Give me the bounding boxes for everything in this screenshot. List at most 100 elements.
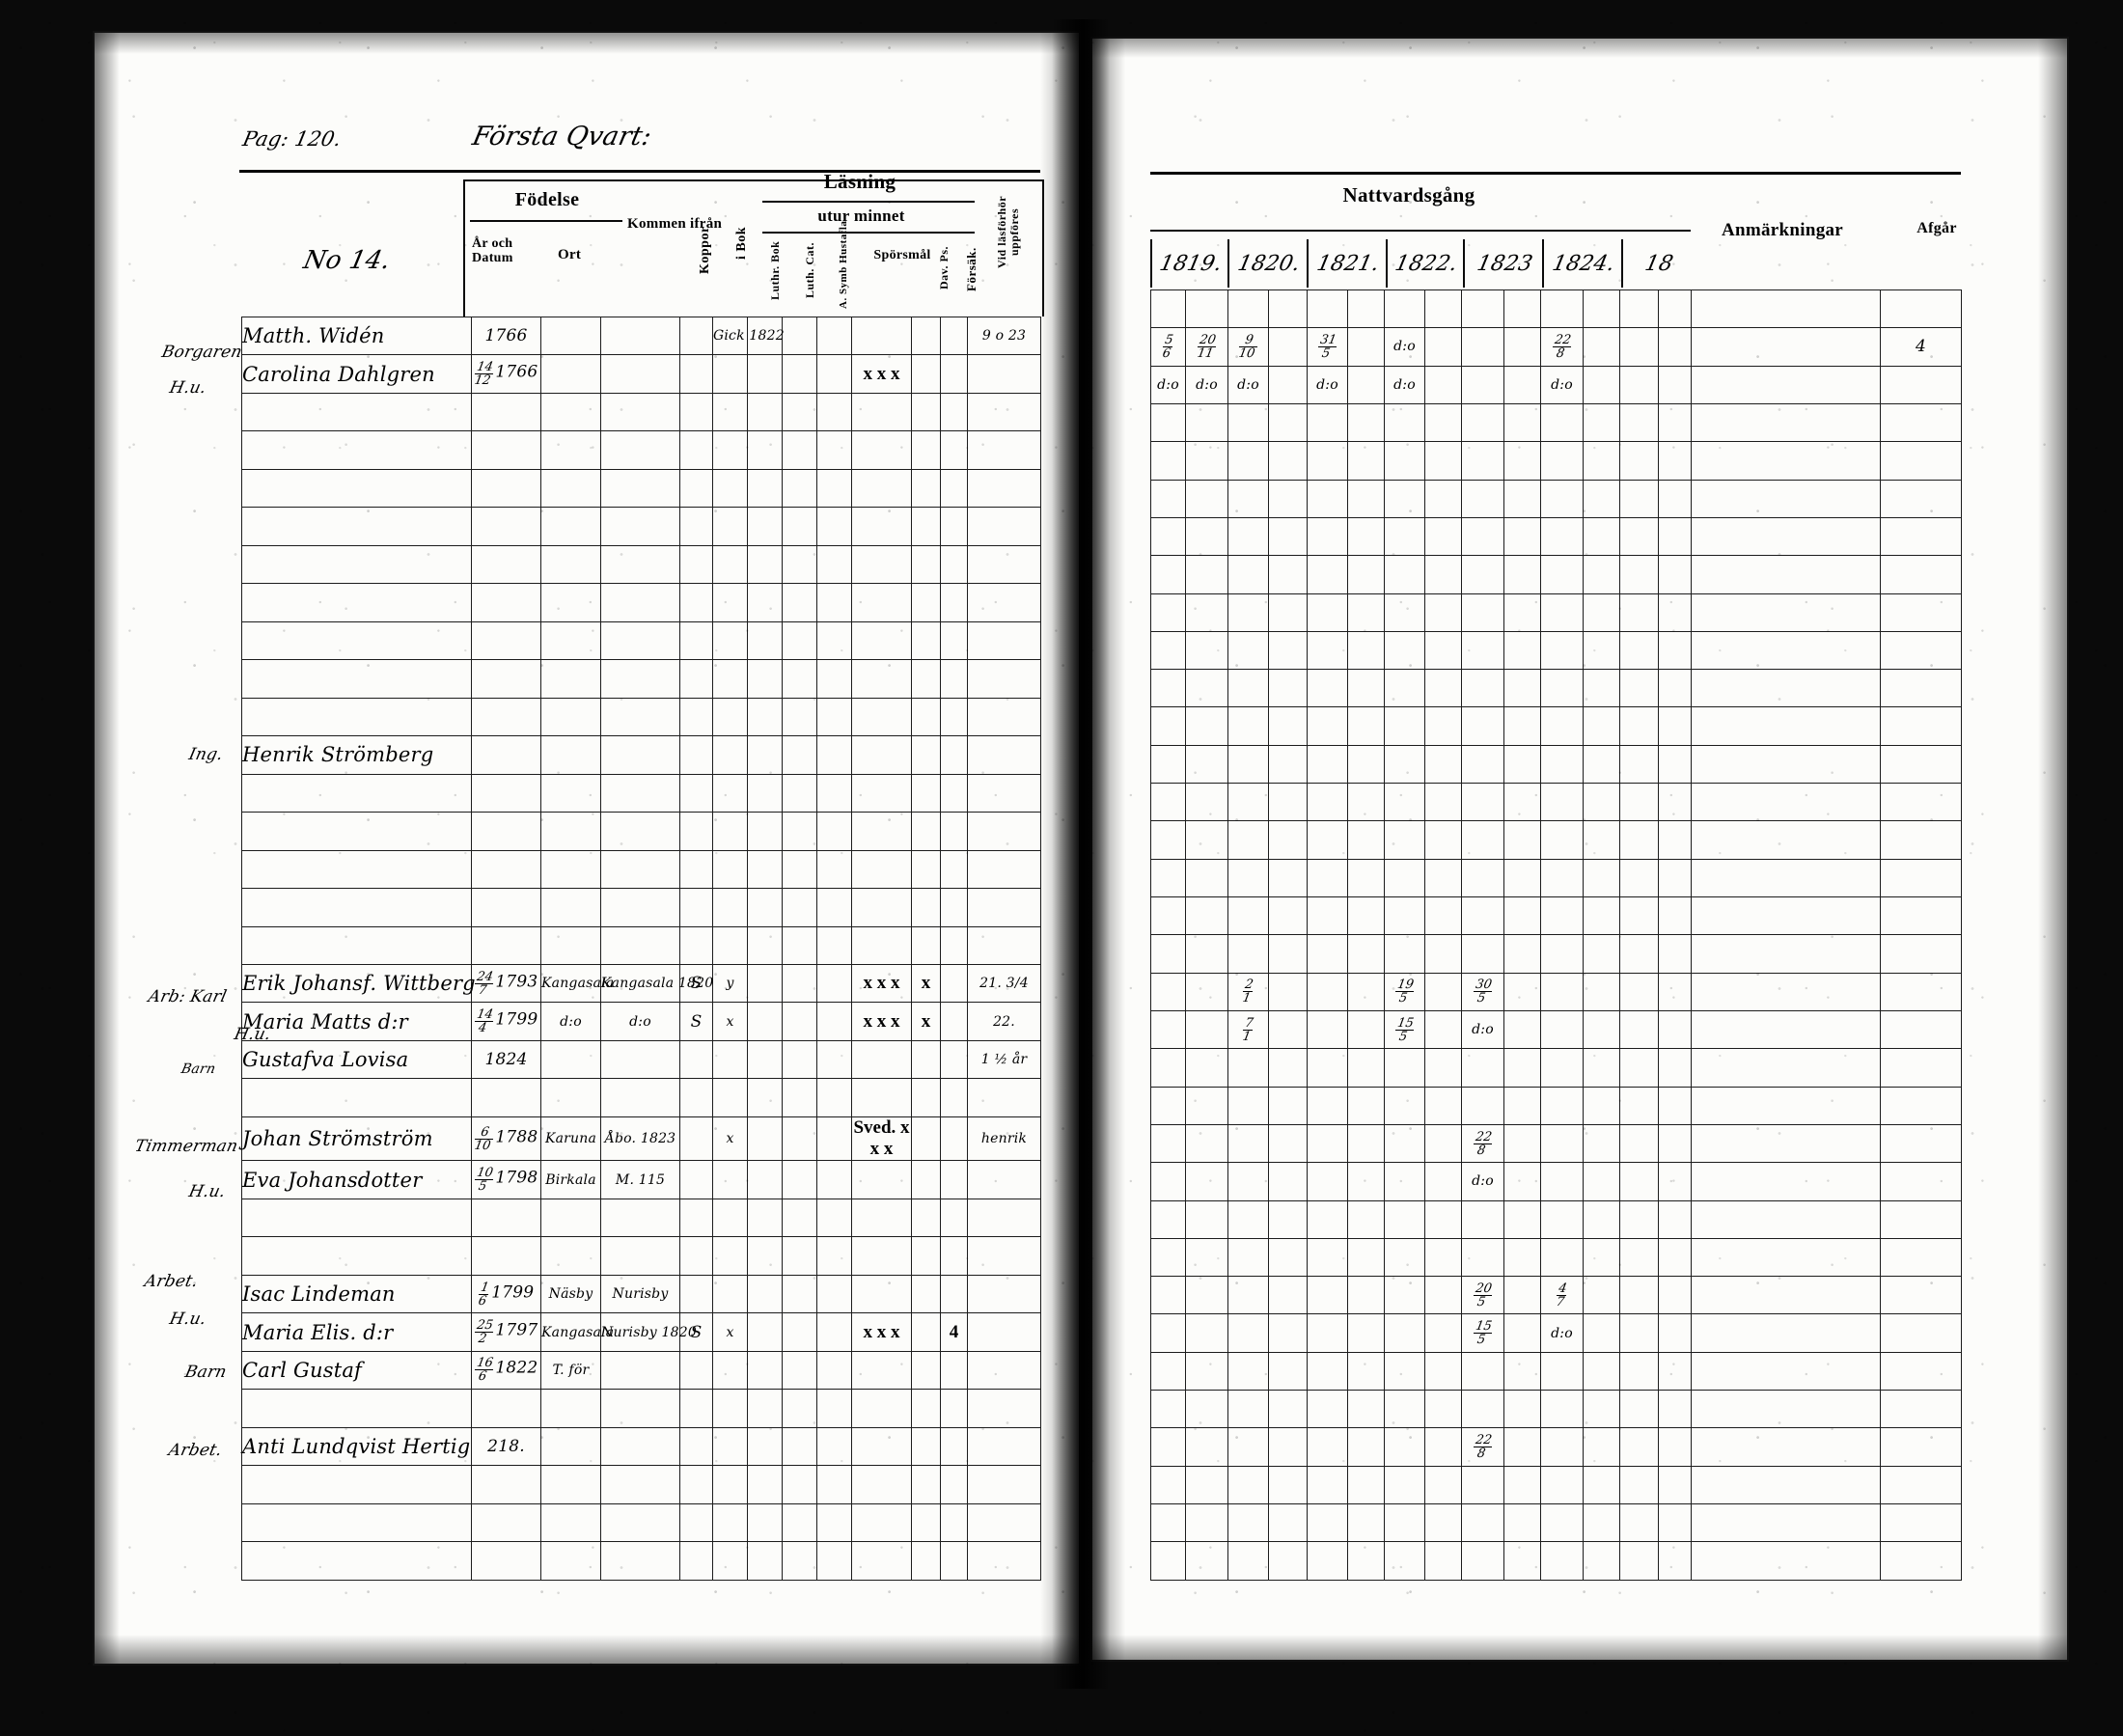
dav-ps-cell (911, 888, 941, 927)
nattvard-1820b (1268, 1465, 1308, 1505)
forsak-cell (940, 1039, 968, 1080)
nattvard-1822a (1384, 706, 1425, 746)
nattvard-1820b (1268, 972, 1308, 1011)
dav-ps-cell (911, 507, 941, 546)
name-cell (241, 659, 472, 699)
afgar-cell (1880, 1009, 1962, 1050)
koppor-cell (679, 697, 713, 737)
nattvard-1822b (1424, 1390, 1462, 1429)
kommen-ifran-cell (600, 1236, 680, 1276)
nattvard-1819a (1150, 706, 1186, 746)
nattvard-1822b (1424, 1162, 1462, 1201)
nattvard-1822a: d:o (1384, 365, 1425, 404)
nattvard-18b (1658, 1390, 1692, 1429)
nattvard-1819a (1150, 555, 1186, 594)
header-rule (239, 170, 1040, 173)
sporsmal-cell (851, 1350, 912, 1391)
luthr-bok-cell (747, 1236, 783, 1276)
page-number-label: Pag: 120. (240, 127, 345, 151)
forsak-cell (940, 963, 968, 1004)
nattvard-1819a (1150, 1199, 1186, 1239)
sporsmal-cell (851, 1274, 912, 1314)
header-forsak: Försäk. (964, 247, 979, 291)
a-symb-cell (816, 1116, 852, 1162)
nattvard-1819a (1150, 820, 1186, 860)
a-symb-cell (816, 888, 852, 927)
nattvard-1821b (1347, 365, 1385, 404)
forsak-cell (940, 1541, 968, 1581)
table-row: 20 5 4 7 (1150, 1276, 1962, 1315)
nattvard-1820a (1227, 1541, 1269, 1581)
birth-date-cell (471, 1502, 541, 1543)
sporsmal-cell (851, 1236, 912, 1276)
nattvard-1824b (1583, 820, 1620, 860)
koppor-cell (679, 544, 713, 585)
table-row-blank (1150, 1351, 1962, 1392)
table-row: Isac Lindeman 1 6 1799 Näsby Nurisby (241, 1274, 1041, 1314)
table-row-blank (241, 468, 1041, 509)
table-row: d:o (1150, 1162, 1962, 1201)
sporsmal-cell (851, 1198, 912, 1238)
table-row: Matth. Widén 1766 Gick 1822 9 o 23 (241, 316, 1041, 356)
nattvard-1823a: 22 8 (1461, 1123, 1504, 1164)
dav-ps-cell (911, 354, 941, 394)
afgar-cell (1880, 441, 1962, 481)
nattvard-1820b (1268, 744, 1308, 785)
table-row-blank (1150, 1465, 1962, 1505)
a-symb-cell (816, 697, 852, 737)
i-bok-cell (712, 583, 748, 622)
forsak-cell (940, 1236, 968, 1276)
header-ar-och-datum: År och Datum (472, 236, 513, 266)
nattvard-18a (1619, 1048, 1659, 1088)
nattvard-1821b (1347, 1123, 1385, 1164)
nattvard-1822b (1424, 1009, 1462, 1050)
nattvard-1822b (1424, 1086, 1462, 1125)
nattvard-18a (1619, 1009, 1659, 1050)
nattvard-1822a (1384, 592, 1425, 632)
name-cell (241, 888, 472, 927)
nattvard-1819a (1150, 1123, 1186, 1164)
uppfores-cell (967, 888, 1041, 927)
afgar-cell (1880, 820, 1962, 860)
header-vid-lasforhor-uppfores: Vid läsförhör uppföres (995, 195, 1022, 268)
nattvard-1823b (1503, 896, 1541, 936)
luth-cat-cell (782, 430, 817, 470)
nattvard-1823b (1503, 1541, 1541, 1581)
nattvard-1822b (1424, 783, 1462, 822)
nattvard-1824a (1540, 516, 1584, 557)
kommen-ifran-cell (600, 392, 680, 432)
nattvard-1819b (1185, 706, 1228, 746)
uppfores-cell: 22. (967, 1002, 1041, 1041)
birth-date-cell (471, 1236, 541, 1276)
i-bok-cell (712, 925, 748, 965)
anmarkningar-cell (1691, 365, 1881, 404)
dav-ps-cell (911, 849, 941, 890)
name-cell (241, 849, 472, 890)
nattvard-1822a (1384, 1162, 1425, 1201)
nattvard-1823a (1461, 630, 1504, 671)
nattvard-1821b (1347, 1390, 1385, 1429)
dav-ps-cell (911, 1389, 941, 1428)
person-name: Johan Strömström (242, 1127, 433, 1151)
a-symb-cell (816, 1350, 852, 1391)
afgar-cell (1880, 1237, 1962, 1278)
nattvard-1820b (1268, 1390, 1308, 1429)
nattvard-1819a (1150, 1465, 1186, 1505)
nattvard-1823a (1461, 555, 1504, 594)
nattvard-1823b (1503, 1465, 1541, 1505)
afgar-cell (1880, 1313, 1962, 1353)
nattvard-1819a (1150, 630, 1186, 671)
forsak-cell (940, 620, 968, 661)
anmarkningar-cell (1691, 820, 1881, 860)
nattvard-1822a (1384, 744, 1425, 785)
kommen-ifran-cell (600, 1350, 680, 1391)
nattvard-1820b (1268, 630, 1308, 671)
nattvard-1819b (1185, 1162, 1228, 1201)
header-anmarkningar: Anmärkningar (1721, 220, 1844, 240)
nattvard-1819a (1150, 1502, 1186, 1543)
margin-title-0: Borgaren (159, 343, 244, 362)
forsak-cell (940, 735, 968, 775)
anmarkningar-cell (1691, 555, 1881, 594)
birth-place-cell: T. för (540, 1350, 601, 1391)
